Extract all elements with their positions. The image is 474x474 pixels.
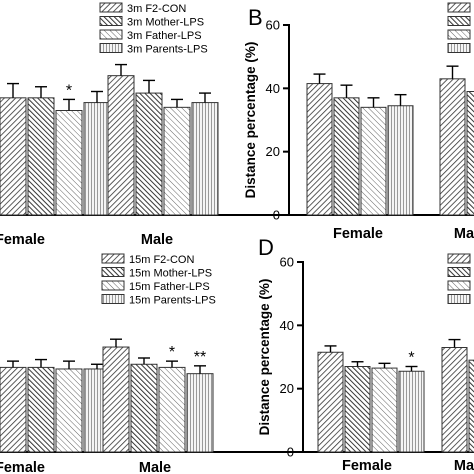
bar (344, 366, 371, 453)
bar (55, 368, 83, 453)
x-tick-label: Male (139, 460, 171, 474)
bar (130, 363, 158, 453)
legend (447, 253, 471, 304)
panel-label: D (258, 235, 274, 260)
bar (83, 102, 111, 216)
y-axis-label: Distance percentage (%) (257, 279, 272, 436)
legend-swatch (447, 43, 471, 53)
significance-marker: ** (194, 349, 206, 366)
legend-swatch (447, 16, 471, 26)
legend-swatch (101, 253, 125, 264)
y-tick-label: 20 (266, 144, 280, 159)
y-axis-label: Distance percentage (%) (243, 42, 258, 199)
legend-swatch (99, 2, 123, 13)
legend-swatch (101, 267, 125, 277)
legend-label: 3m Father-LPS (127, 30, 202, 42)
legend-swatch (447, 253, 471, 264)
y-tick-label: 0 (287, 445, 294, 460)
legend-swatch (99, 29, 123, 40)
bar (398, 370, 425, 453)
bar (371, 367, 398, 453)
bar (186, 373, 214, 453)
bar (387, 105, 414, 216)
legend-swatch (101, 280, 125, 291)
x-tick-label: Female (333, 226, 383, 242)
legend-label: 3m Parents-LPS (127, 44, 208, 56)
y-tick-label: 60 (266, 18, 280, 33)
bar (158, 366, 186, 453)
legend-swatch (99, 16, 123, 26)
x-tick-label: Male (454, 458, 474, 474)
bar (107, 75, 135, 216)
legend-swatch (447, 280, 471, 291)
y-tick-label: 40 (280, 318, 294, 333)
panel-d: 0 20 40 60 Distance percentage (%) D Female Mal… (257, 235, 474, 474)
y-tick-label: 60 (280, 255, 294, 270)
bar (102, 346, 130, 453)
bar (441, 347, 468, 453)
bar (27, 97, 55, 216)
bar (360, 106, 387, 216)
legend-swatch (447, 267, 471, 277)
legend-swatch (99, 43, 123, 53)
x-tick-label: Male (141, 232, 173, 248)
legend-label: 15m Mother-LPS (129, 268, 212, 280)
legend-swatch (101, 294, 125, 304)
significance-marker: * (169, 344, 175, 361)
bar (163, 106, 191, 216)
panel-label: B (248, 5, 263, 30)
legend (447, 2, 471, 53)
bar (0, 97, 27, 216)
bar (135, 92, 163, 216)
y-tick-label: 20 (280, 381, 294, 396)
legend-swatch (447, 2, 471, 13)
bar (468, 359, 474, 453)
bar (306, 83, 333, 216)
legend-label: 15m Father-LPS (129, 281, 210, 293)
bar (317, 351, 344, 453)
significance-marker: * (408, 350, 414, 367)
legend-swatch (447, 29, 471, 40)
bar (55, 110, 83, 216)
x-tick-label: Male (454, 226, 474, 242)
y-tick-label: 40 (266, 81, 280, 96)
x-tick-label: Female (0, 232, 45, 248)
bar (439, 78, 466, 216)
x-tick-label: Female (0, 460, 45, 474)
bar (333, 97, 360, 216)
significance-marker: * (66, 82, 72, 99)
bar (27, 366, 55, 453)
x-tick-label: Female (342, 458, 392, 474)
legend-label: 15m F2-CON (129, 254, 194, 266)
y-tick-label: 0 (273, 208, 280, 223)
legend-label: 3m Mother-LPS (127, 17, 204, 29)
legend-label: 15m Parents-LPS (129, 295, 216, 307)
legend-label: 3m F2-CON (127, 3, 186, 15)
legend-swatch (447, 294, 471, 304)
panel-b: 0 20 40 60 Distance percentage (%) B Female Mal… (243, 2, 474, 242)
bar (0, 366, 27, 453)
bar (191, 102, 219, 216)
bar (466, 91, 474, 216)
